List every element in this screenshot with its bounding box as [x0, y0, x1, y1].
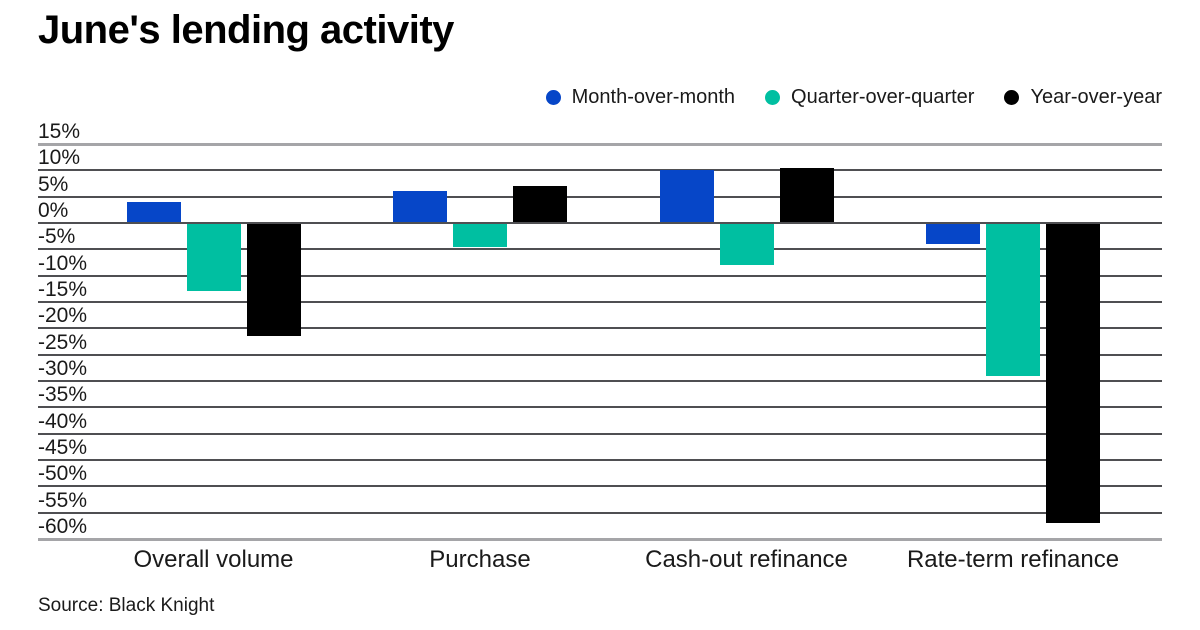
- legend-dot-icon: [1004, 89, 1020, 105]
- gridline--20: [38, 327, 1162, 330]
- y-axis-tick-label: 15%: [38, 120, 81, 143]
- gridline-15: [38, 143, 1162, 146]
- y-axis-tick-label: -5%: [38, 225, 76, 249]
- gridline--25: [38, 353, 1162, 356]
- legend-item-quarter-over-quarter: Quarter-over-quarter: [765, 86, 974, 109]
- y-axis-tick-label: -60%: [38, 515, 88, 538]
- bar-chart-plot-area: 15% 10% 5% 0% -5% -10% -15% -20% -25% -30% -35% -40…: [38, 120, 1162, 592]
- y-axis-tick-label: 0%: [38, 199, 69, 222]
- bar-year-over-year-overall-volume: [246, 223, 301, 337]
- gridline--15: [38, 301, 1162, 303]
- bar-month-over-month-cash-out-refinance: [659, 170, 714, 223]
- y-axis-tick-label: -45%: [38, 436, 88, 459]
- gridline--50: [38, 485, 1162, 488]
- bar-quarter-over-quarter-overall-volume: [186, 223, 241, 292]
- x-axis-label-purchase: Purchase: [429, 546, 531, 573]
- gridline--30: [38, 380, 1162, 382]
- y-axis-tick-label: 5%: [38, 172, 69, 196]
- legend-label: Year-over-year: [1030, 85, 1162, 108]
- bar-quarter-over-quarter-rate-term-refinance: [986, 223, 1040, 376]
- chart-title: June's lending activity: [38, 8, 454, 52]
- bar-quarter-over-quarter-cash-out-refinance: [719, 223, 774, 266]
- gridline--5: [38, 248, 1162, 251]
- legend-dot-icon: [545, 89, 561, 105]
- source-attribution: Source: Black Knight: [38, 595, 215, 616]
- x-axis-label-rate-term-refinance: Rate-term refinance: [906, 546, 1120, 573]
- legend-item-year-over-year: Year-over-year: [1004, 86, 1162, 109]
- gridline-5: [38, 195, 1162, 198]
- bar-month-over-month-purchase: [393, 191, 447, 223]
- gridline--35: [38, 406, 1162, 409]
- y-axis-tick-label: -25%: [38, 330, 88, 354]
- y-axis-tick-label: -10%: [38, 251, 88, 275]
- y-axis-tick-label: 10%: [38, 146, 81, 170]
- legend-label: Month-over-month: [571, 85, 736, 108]
- y-axis-tick-label: -40%: [38, 409, 88, 433]
- y-axis-tick-label: -20%: [38, 304, 88, 328]
- gridline--45: [38, 459, 1162, 461]
- legend-item-month-over-month: Month-over-month: [545, 85, 736, 109]
- gridline--55: [38, 511, 1162, 514]
- y-axis-tick-label: -30%: [38, 357, 88, 380]
- bar-year-over-year-cash-out-refinance: [779, 167, 834, 223]
- gridline--40: [38, 432, 1162, 435]
- bar-month-over-month-overall-volume: [126, 201, 181, 223]
- bar-year-over-year-purchase: [513, 186, 567, 223]
- y-axis-tick-label: -15%: [38, 278, 88, 301]
- x-axis-label-cash-out-refinance: Cash-out refinance: [645, 546, 848, 573]
- gridline-10: [38, 169, 1162, 172]
- y-axis-tick-label: -35%: [38, 383, 88, 407]
- gridline-0: [38, 222, 1162, 224]
- legend-label: Quarter-over-quarter: [791, 85, 975, 108]
- y-axis-tick-label: -50%: [38, 462, 88, 486]
- y-axis-tick-label: -55%: [38, 488, 88, 512]
- gridline--10: [38, 274, 1162, 277]
- bar-month-over-month-rate-term-refinance: [926, 223, 980, 245]
- gridline--60: [38, 538, 1162, 541]
- legend: Month-over-month Quarter-over-quarter Ye…: [545, 84, 1162, 110]
- bar-year-over-year-rate-term-refinance: [1046, 223, 1100, 524]
- legend-dot-icon: [765, 89, 781, 105]
- bar-quarter-over-quarter-purchase: [453, 223, 507, 247]
- x-axis-label-overall-volume: Overall volume: [133, 546, 294, 573]
